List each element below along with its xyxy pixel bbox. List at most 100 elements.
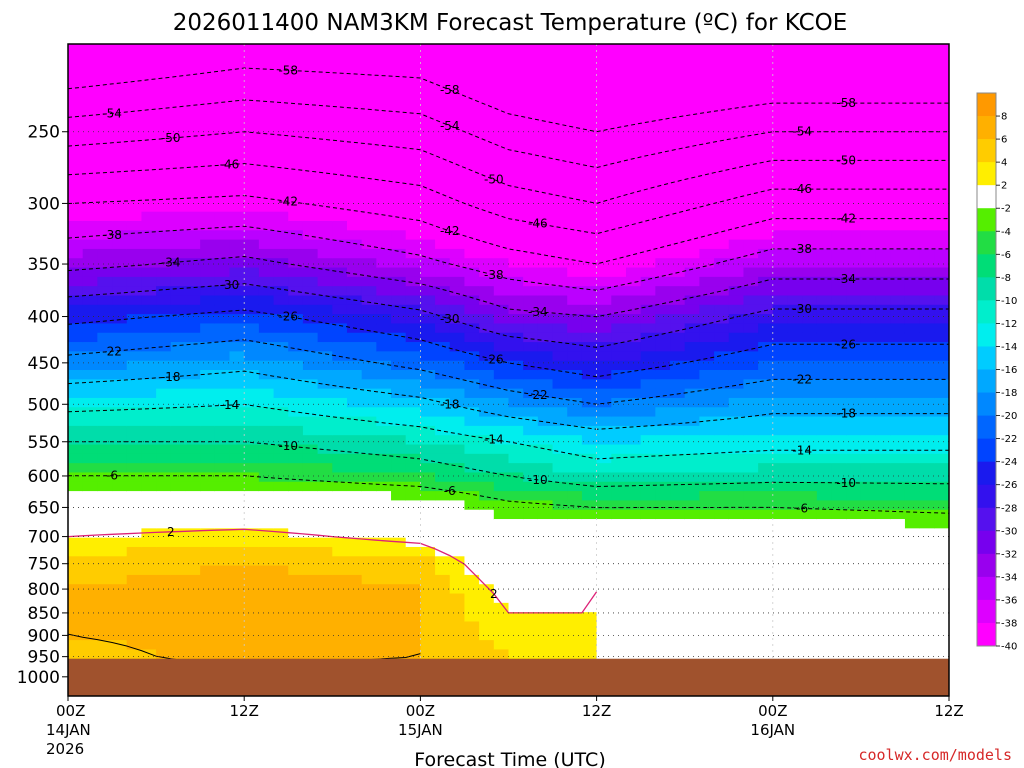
field-cell [934,183,949,194]
field-cell [420,519,436,529]
field-cell [802,360,818,371]
field-cell [479,304,495,315]
field-cell [875,472,891,483]
field-cell [523,463,539,474]
field-cell [758,220,774,231]
field-cell [772,481,789,492]
field-cell [655,165,671,175]
field-cell [493,351,510,362]
field-cell [464,370,480,380]
field-cell [831,248,847,259]
field-cell [214,81,231,92]
field-cell [302,332,319,343]
field-cell [244,584,260,595]
field-cell [611,546,627,557]
field-cell [185,99,201,110]
field-cell [288,314,304,325]
field-cell [82,491,98,501]
field-cell [479,230,495,241]
field-cell [860,360,877,371]
field-cell [244,202,260,213]
field-cell [170,565,187,576]
field-cell [200,99,216,110]
field-cell [68,481,84,492]
field-cell [391,528,407,539]
field-cell [508,574,524,585]
field-cell [728,155,745,166]
field-cell [170,407,187,418]
field-cell [625,528,642,539]
field-cell [361,193,377,203]
field-cell [141,193,157,203]
field-cell [714,574,730,585]
field-cell [317,463,333,474]
field-cell [420,602,436,613]
field-cell [787,53,803,64]
field-cell [332,127,348,138]
field-cell [376,472,392,483]
field-cell [170,155,187,166]
field-cell [302,155,319,166]
field-cell [904,519,921,529]
field-cell [670,332,686,343]
field-cell [728,174,745,185]
field-cell [714,649,730,660]
field-cell [655,463,671,474]
field-cell [391,574,407,585]
field-cell [904,463,921,474]
field-cell [346,435,363,446]
field-cell [97,397,113,408]
field-cell [449,360,466,371]
field-cell [875,425,891,436]
field-cell [420,174,436,185]
field-cell [596,640,612,651]
field-cell [273,584,289,595]
field-cell [596,546,612,557]
field-cell [141,612,157,623]
field-cell [787,81,803,92]
field-cell [802,509,818,520]
field-cell [890,53,906,64]
field-cell [391,267,407,278]
field-cell [126,44,143,54]
field-cell [332,370,348,380]
field-cell [523,584,539,595]
field-cell [229,351,245,362]
field-cell [670,62,686,73]
field-cell [523,602,539,613]
field-cell [229,574,245,585]
field-cell [112,193,128,203]
field-cell [758,407,774,418]
field-cell [156,314,172,325]
field-cell [141,342,157,352]
field-cell [200,342,216,352]
field-cell [156,230,172,241]
field-cell [816,602,833,613]
field-cell [82,230,98,241]
field-cell [214,44,231,54]
field-cell [464,509,480,520]
field-cell [640,546,656,557]
field-cell [640,314,656,325]
field-cell [816,528,833,539]
field-cell [479,481,495,492]
field-cell [141,211,157,222]
field-cell [214,519,231,529]
field-cell [611,509,627,520]
field-cell [523,332,539,343]
field-cell [772,435,789,446]
field-cell [552,258,568,269]
field-cell [464,612,480,623]
field-cell [758,463,774,474]
field-cell [68,323,84,334]
field-cell [302,62,319,73]
field-cell [361,248,377,259]
field-cell [479,556,495,567]
field-cell [831,137,847,148]
field-cell [552,230,568,241]
field-cell [523,202,539,213]
field-cell [97,351,113,362]
field-cell [376,323,392,334]
field-cell [97,81,113,92]
field-cell [391,556,407,567]
